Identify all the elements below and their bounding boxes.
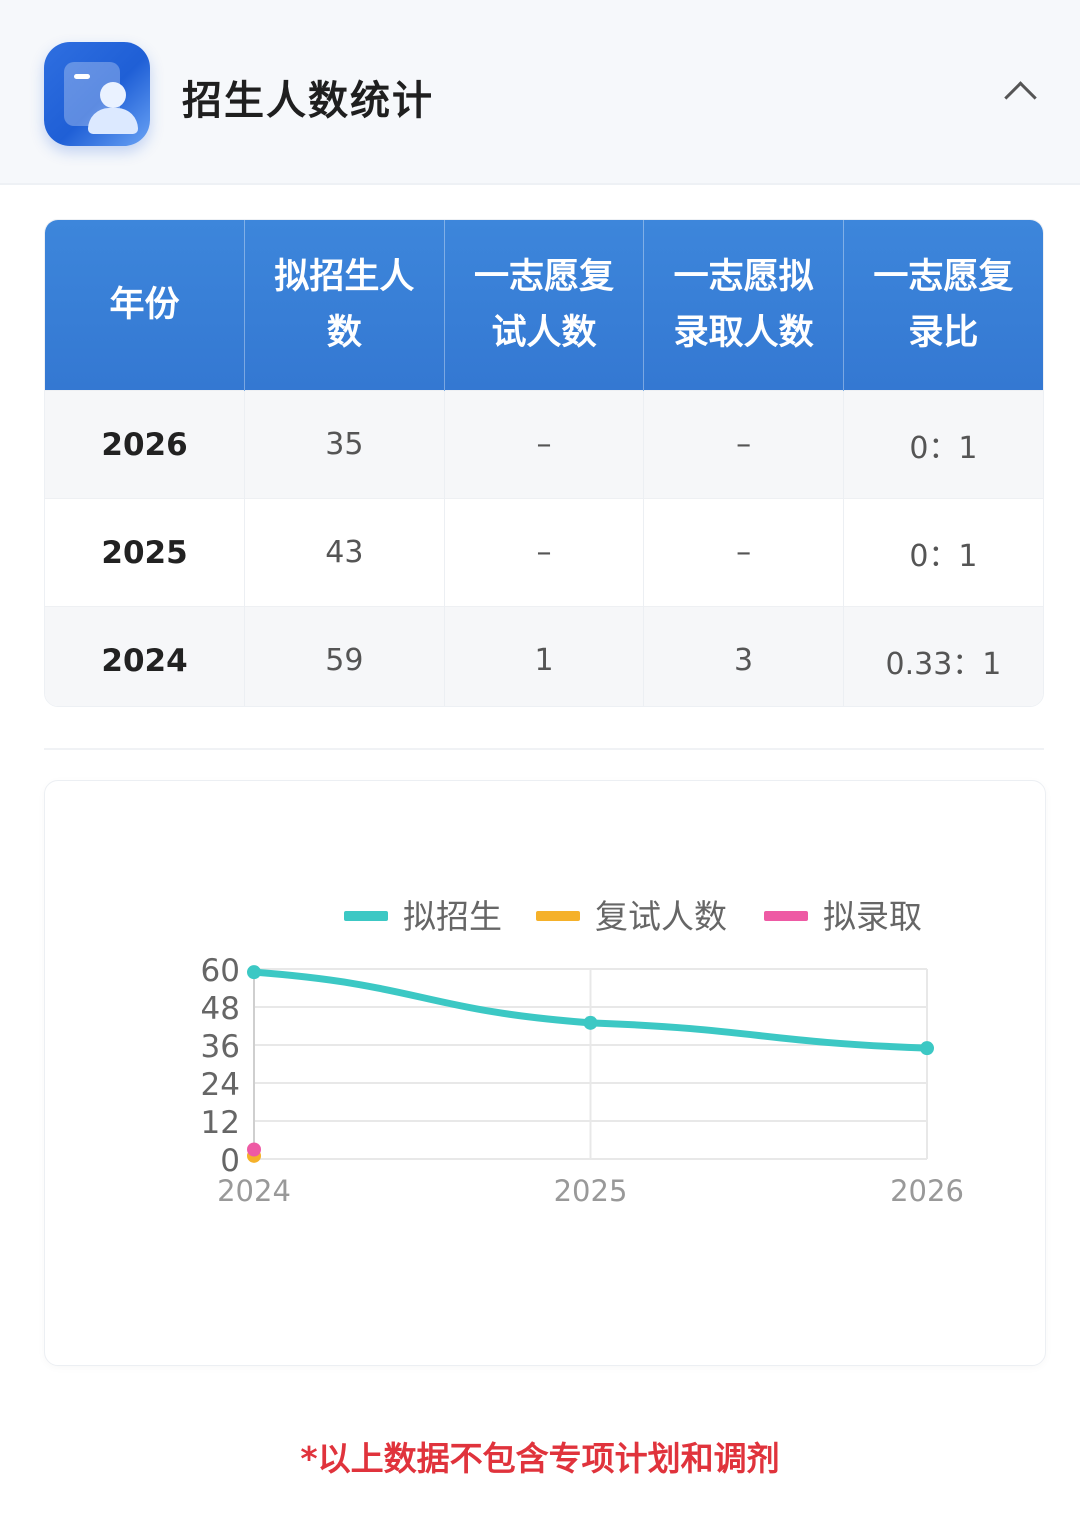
- section-divider: [44, 748, 1044, 750]
- y-tick-label: 0: [220, 1143, 240, 1179]
- table-row: 2026 35 – – 0：1: [45, 390, 1043, 499]
- y-tick-label: 48: [201, 991, 240, 1027]
- data-point: [247, 965, 261, 980]
- column-header-ratio: 一志愿复录比: [843, 220, 1043, 391]
- x-tick-label: 2024: [217, 1174, 291, 1208]
- legend-label: 拟录取: [823, 897, 922, 936]
- cell-plan: 59: [244, 606, 445, 706]
- legend-swatch: [536, 911, 580, 921]
- table-row: 2025 43 – – 0：1: [45, 498, 1043, 607]
- data-point: [920, 1041, 934, 1056]
- legend-swatch: [344, 911, 388, 921]
- cell-admit: 3: [643, 606, 844, 706]
- cell-admit: –: [643, 498, 844, 607]
- chevron-up-icon[interactable]: [998, 78, 1042, 108]
- table-header-row: 年份 拟招生人数 一志愿复试人数 一志愿拟录取人数 一志愿复录比: [45, 220, 1043, 391]
- cell-year: 2026: [45, 390, 246, 499]
- legend-label: 拟招生: [403, 897, 502, 936]
- footnote: *以上数据不包含专项计划和调剂: [300, 1439, 780, 1478]
- cell-admit: –: [643, 390, 844, 499]
- column-header-plan: 拟招生人数: [244, 220, 445, 391]
- chart-card: 拟招生 复试人数 拟录取 0 12 24 36 48 60 2024 2025 2026: [44, 780, 1046, 1366]
- cell-plan: 43: [244, 498, 445, 607]
- cell-year: 2024: [45, 606, 246, 706]
- cell-retest: –: [444, 390, 645, 499]
- cell-plan: 35: [244, 390, 445, 499]
- cell-retest: –: [444, 498, 645, 607]
- cell-retest: 1: [444, 606, 645, 706]
- legend-label: 复试人数: [595, 897, 727, 936]
- y-tick-label: 12: [201, 1105, 240, 1141]
- section-header: 招生人数统计: [0, 0, 1080, 185]
- enrollment-table: 年份 拟招生人数 一志愿复试人数 一志愿拟录取人数 一志愿复录比 2026 35…: [44, 219, 1044, 707]
- cell-ratio: 0：1: [843, 390, 1043, 499]
- data-point: [247, 1142, 261, 1157]
- x-tick-label: 2025: [554, 1174, 628, 1208]
- cell-ratio: 0.33：1: [843, 606, 1043, 706]
- data-point: [583, 1015, 598, 1030]
- cell-year: 2025: [45, 498, 246, 607]
- column-header-admit: 一志愿拟录取人数: [643, 220, 844, 391]
- x-tick-label: 2026: [890, 1174, 964, 1208]
- y-tick-label: 36: [201, 1029, 240, 1065]
- legend-swatch: [764, 911, 808, 921]
- y-tick-label: 24: [201, 1067, 240, 1103]
- user-card-icon: [44, 42, 150, 146]
- column-header-retest: 一志愿复试人数: [444, 220, 645, 391]
- table-row: 2024 59 1 3 0.33：1: [45, 606, 1043, 706]
- section-title: 招生人数统计: [182, 78, 434, 124]
- column-header-year: 年份: [45, 220, 246, 391]
- y-tick-label: 60: [201, 953, 240, 989]
- cell-ratio: 0：1: [843, 498, 1043, 607]
